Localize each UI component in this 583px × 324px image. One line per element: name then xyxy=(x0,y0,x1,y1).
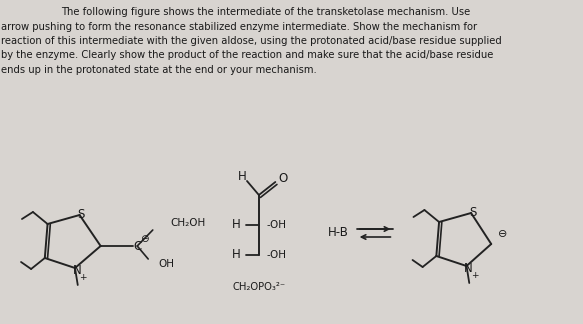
Text: ⊖: ⊖ xyxy=(140,234,149,244)
Text: ⊖: ⊖ xyxy=(497,229,507,239)
Text: OH: OH xyxy=(158,259,174,269)
Text: O: O xyxy=(278,171,287,184)
Text: H-B: H-B xyxy=(328,226,349,238)
Text: -OH: -OH xyxy=(266,220,286,230)
Text: S: S xyxy=(469,205,477,218)
Text: H: H xyxy=(232,217,241,230)
Text: reaction of this intermediate with the given aldose, using the protonated acid/b: reaction of this intermediate with the g… xyxy=(1,36,501,46)
Text: N: N xyxy=(464,262,473,275)
Text: CH₂OH: CH₂OH xyxy=(170,218,205,228)
Text: H: H xyxy=(232,248,241,260)
Text: C: C xyxy=(133,239,141,252)
Text: S: S xyxy=(78,207,85,221)
Text: by the enzyme. Clearly show the product of the reaction and make sure that the a: by the enzyme. Clearly show the product … xyxy=(1,51,493,61)
Text: +: + xyxy=(79,272,87,282)
Text: CH₂OPO₃²⁻: CH₂OPO₃²⁻ xyxy=(232,282,286,292)
Text: N: N xyxy=(72,264,81,277)
Text: arrow pushing to form the resonance stabilized enzyme intermediate. Show the mec: arrow pushing to form the resonance stab… xyxy=(1,21,477,31)
Text: H: H xyxy=(238,169,247,182)
Text: -OH: -OH xyxy=(266,250,286,260)
Text: ends up in the protonated state at the end or your mechanism.: ends up in the protonated state at the e… xyxy=(1,65,317,75)
Text: +: + xyxy=(471,271,479,280)
Text: The following figure shows the intermediate of the transketolase mechanism. Use: The following figure shows the intermedi… xyxy=(62,7,471,17)
